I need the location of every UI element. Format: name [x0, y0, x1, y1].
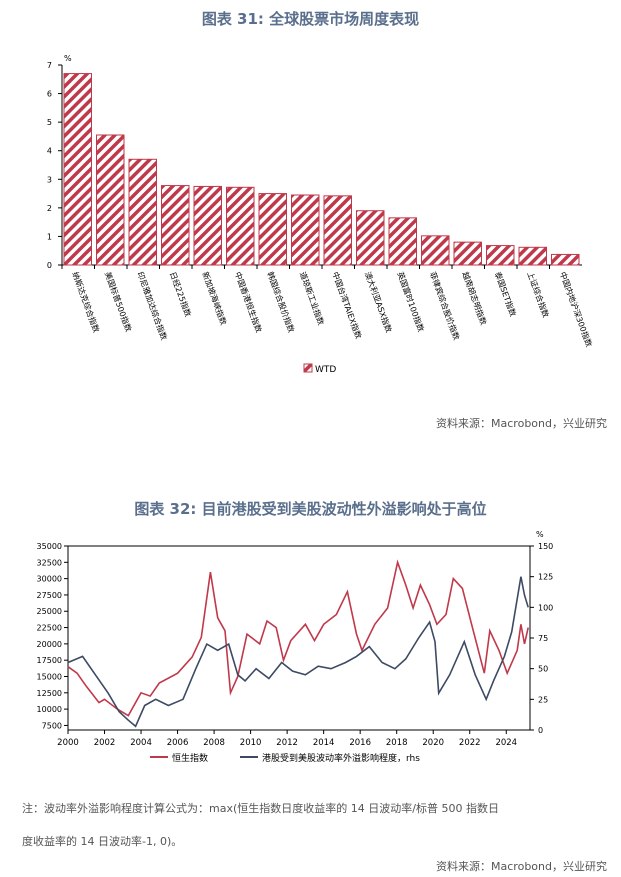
- y-tick-label: 6: [47, 90, 52, 99]
- bar: [388, 217, 417, 266]
- y-right-tick-label: 75: [538, 634, 548, 643]
- plot-frame: [67, 545, 531, 731]
- series-line-0: [67, 559, 529, 717]
- bar: [551, 253, 580, 266]
- y-left-tick-label: 17500: [37, 656, 62, 665]
- y-tick-label: 3: [47, 175, 52, 184]
- bar: [96, 134, 125, 266]
- x-tick-label: 2006: [167, 738, 189, 748]
- bar: [193, 185, 222, 266]
- chart2-title: 图表 32: 目前港股受到美股波动性外溢影响处于高位: [134, 500, 487, 518]
- y-tick-label: 1: [47, 232, 52, 241]
- bar: [258, 193, 287, 266]
- legend-label: 港股受到美股波动率外溢影响程度，rhs: [262, 752, 420, 764]
- legend-label: WTD: [315, 365, 336, 375]
- chart1-title: 图表 31: 全球股票市场周度表现: [201, 10, 420, 28]
- series-line-1: [67, 576, 529, 728]
- y-left-tick-label: 20000: [37, 640, 62, 649]
- bar: [486, 245, 515, 266]
- x-tick-label: 2024: [495, 738, 517, 748]
- y-right-tick-label: 0: [538, 726, 543, 735]
- bar: [63, 73, 92, 266]
- y-right-tick-label: 50: [538, 665, 548, 674]
- y-right-tick-label: 150: [538, 542, 553, 551]
- x-tick-label: 2020: [422, 738, 444, 748]
- y-left-tick-label: 12500: [37, 689, 62, 698]
- x-tick-label: 2010: [240, 738, 262, 748]
- y-left-tick-label: 15000: [37, 672, 62, 681]
- x-tick-label: 2018: [386, 738, 408, 748]
- bar: [453, 241, 482, 266]
- y-tick-label: 4: [47, 147, 52, 156]
- source-2: 资料来源：Macrobond，兴业研究: [436, 860, 607, 873]
- y-right-tick-label: 100: [538, 603, 553, 612]
- y-right-tick-label: 125: [538, 573, 553, 582]
- y-tick-label: 0: [47, 261, 52, 270]
- x-tick-label: 2002: [94, 738, 116, 748]
- line-chart: 7500100001250015000175002000022500250002…: [37, 530, 554, 764]
- y-left-tick-label: 7500: [42, 721, 62, 730]
- bar: [291, 194, 320, 266]
- y-unit: %: [64, 54, 72, 63]
- y-left-tick-label: 10000: [37, 705, 62, 714]
- y-left-tick-label: 22500: [37, 624, 62, 633]
- y-tick-label: 2: [47, 204, 52, 213]
- source-1: 资料来源：Macrobond，兴业研究: [436, 417, 607, 430]
- y-left-tick-label: 32500: [37, 558, 62, 567]
- y-left-tick-label: 30000: [37, 575, 62, 584]
- legend-label: 恒生指数: [172, 752, 208, 764]
- bar: [421, 235, 450, 266]
- x-tick-label: 2004: [130, 738, 152, 748]
- bar: [518, 246, 547, 266]
- bar: [128, 158, 157, 266]
- y-right-unit: %: [536, 530, 544, 539]
- x-tick-label: 2014: [313, 738, 335, 748]
- x-tick-label: 2000: [57, 738, 79, 748]
- y-tick-label: 5: [47, 118, 52, 127]
- bar: [323, 195, 352, 266]
- x-tick-label: 2016: [349, 738, 371, 748]
- y-left-tick-label: 25000: [37, 607, 62, 616]
- bar: [356, 210, 385, 266]
- x-tick-label: 2022: [459, 738, 481, 748]
- y-right-tick-label: 25: [538, 695, 548, 704]
- bar: [226, 186, 255, 266]
- note-line1: 注：波动率外溢影响程度计算公式为：max(恒生指数日度收益率的 14 日波动率/…: [22, 802, 499, 815]
- y-left-tick-label: 35000: [37, 542, 62, 551]
- y-tick-label: 7: [47, 61, 52, 70]
- legend-swatch: [303, 363, 313, 373]
- x-tick-label: 2008: [203, 738, 225, 748]
- note-line2: 度收益率的 14 日波动率-1, 0)。: [22, 835, 183, 848]
- bar: [161, 185, 190, 266]
- x-tick-label: 2012: [276, 738, 298, 748]
- y-left-tick-label: 27500: [37, 591, 62, 600]
